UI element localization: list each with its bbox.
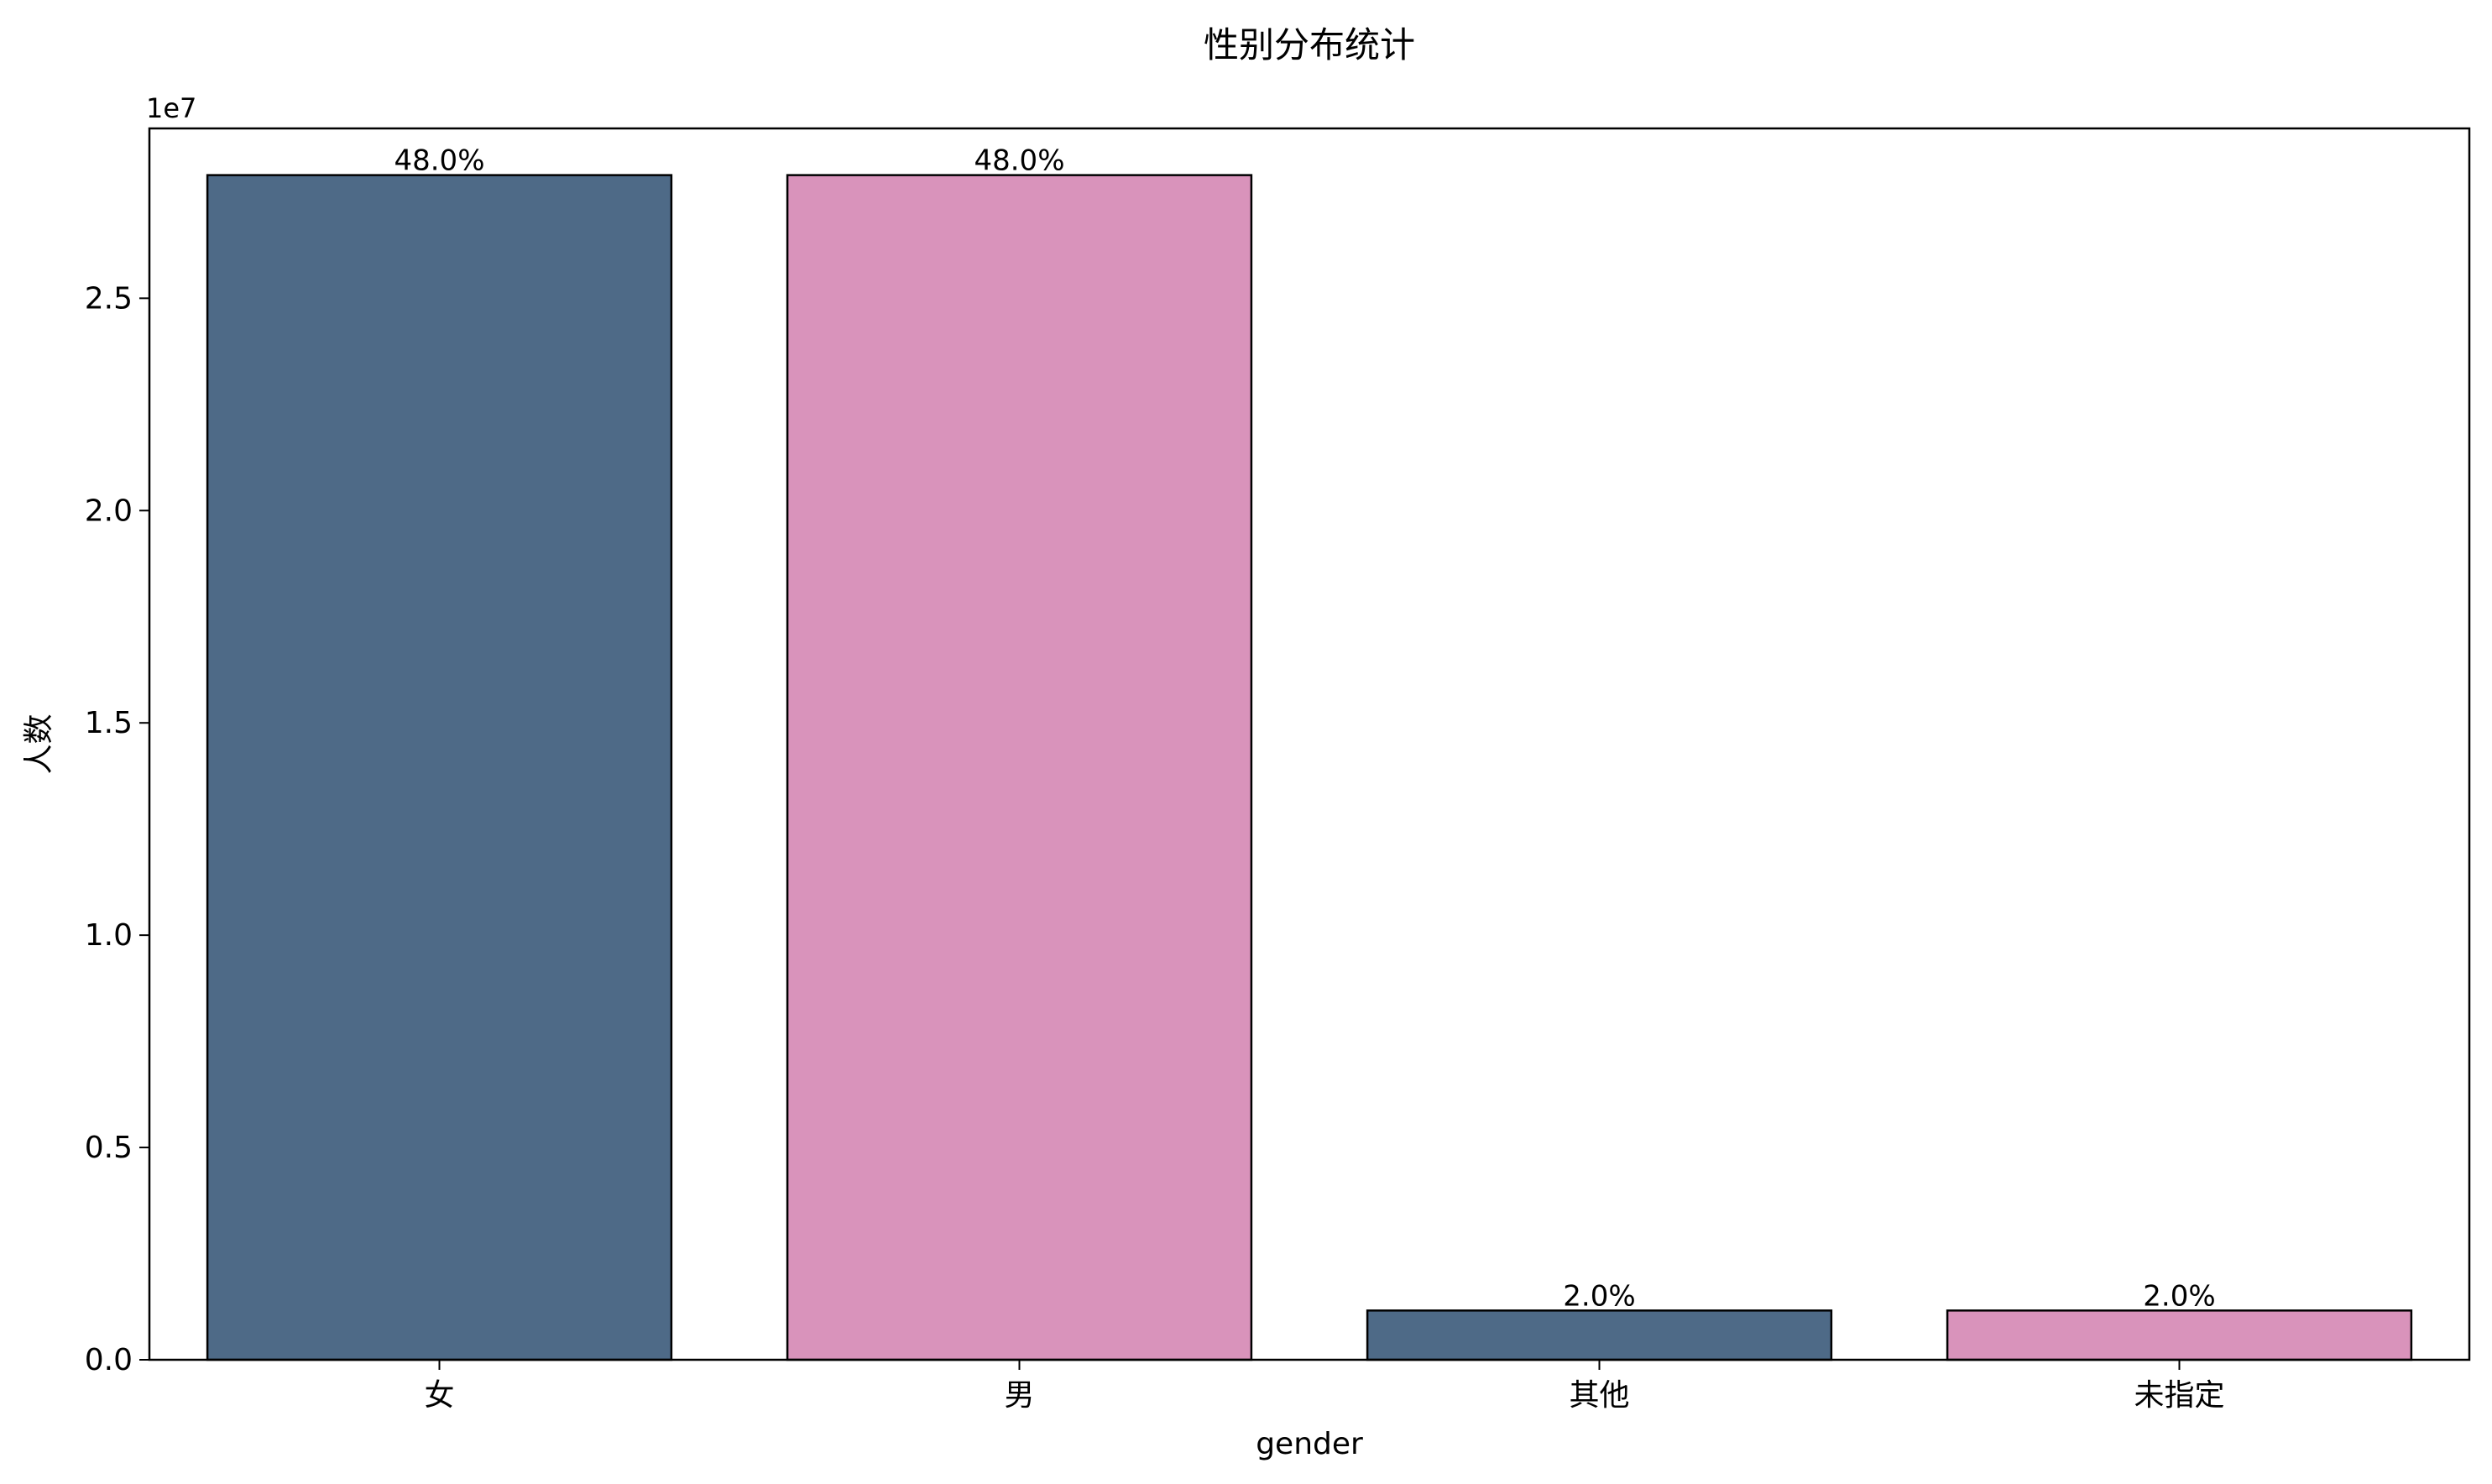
x-axis-label: gender	[1256, 1427, 1363, 1461]
data-labels-layer: 48.0% 48.0% 2.0% 2.0%	[394, 144, 2215, 1314]
x-axis-ticks: 女 男 其他 未指定	[424, 1360, 2225, 1413]
data-label-3: 2.0%	[2143, 1279, 2215, 1313]
x-tick-label-3: 未指定	[2134, 1378, 2224, 1413]
bar-2	[1366, 1309, 1833, 1361]
bar-1	[786, 174, 1253, 1361]
x-tick-label-2: 其他	[1569, 1378, 1629, 1413]
y-tick-label-4: 2.0	[85, 494, 133, 528]
y-tick-label-2: 1.0	[85, 918, 133, 953]
x-tick-label-0: 女	[424, 1378, 454, 1413]
data-label-0: 48.0%	[394, 144, 484, 178]
y-axis-offset-label: 1e7	[146, 92, 196, 124]
data-label-1: 48.0%	[974, 144, 1064, 178]
y-tick-label-5: 2.5	[85, 281, 133, 316]
y-tick-label-1: 0.5	[85, 1131, 133, 1165]
data-label-2: 2.0%	[1563, 1279, 1635, 1313]
bars-layer	[206, 174, 2413, 1361]
y-tick-label-3: 1.5	[85, 706, 133, 740]
x-tick-label-1: 男	[1004, 1378, 1034, 1413]
y-tick-label-0: 0.0	[85, 1343, 133, 1377]
y-axis-ticks: 0.0 0.5 1.0 1.5 2.0 2.5	[85, 281, 149, 1377]
y-axis-label: 人数	[22, 713, 56, 774]
plot-frame	[148, 127, 2471, 1361]
chart-title: 性别分布统计	[1204, 24, 1415, 65]
bar-0	[206, 174, 673, 1361]
bar-3	[1946, 1309, 2413, 1361]
